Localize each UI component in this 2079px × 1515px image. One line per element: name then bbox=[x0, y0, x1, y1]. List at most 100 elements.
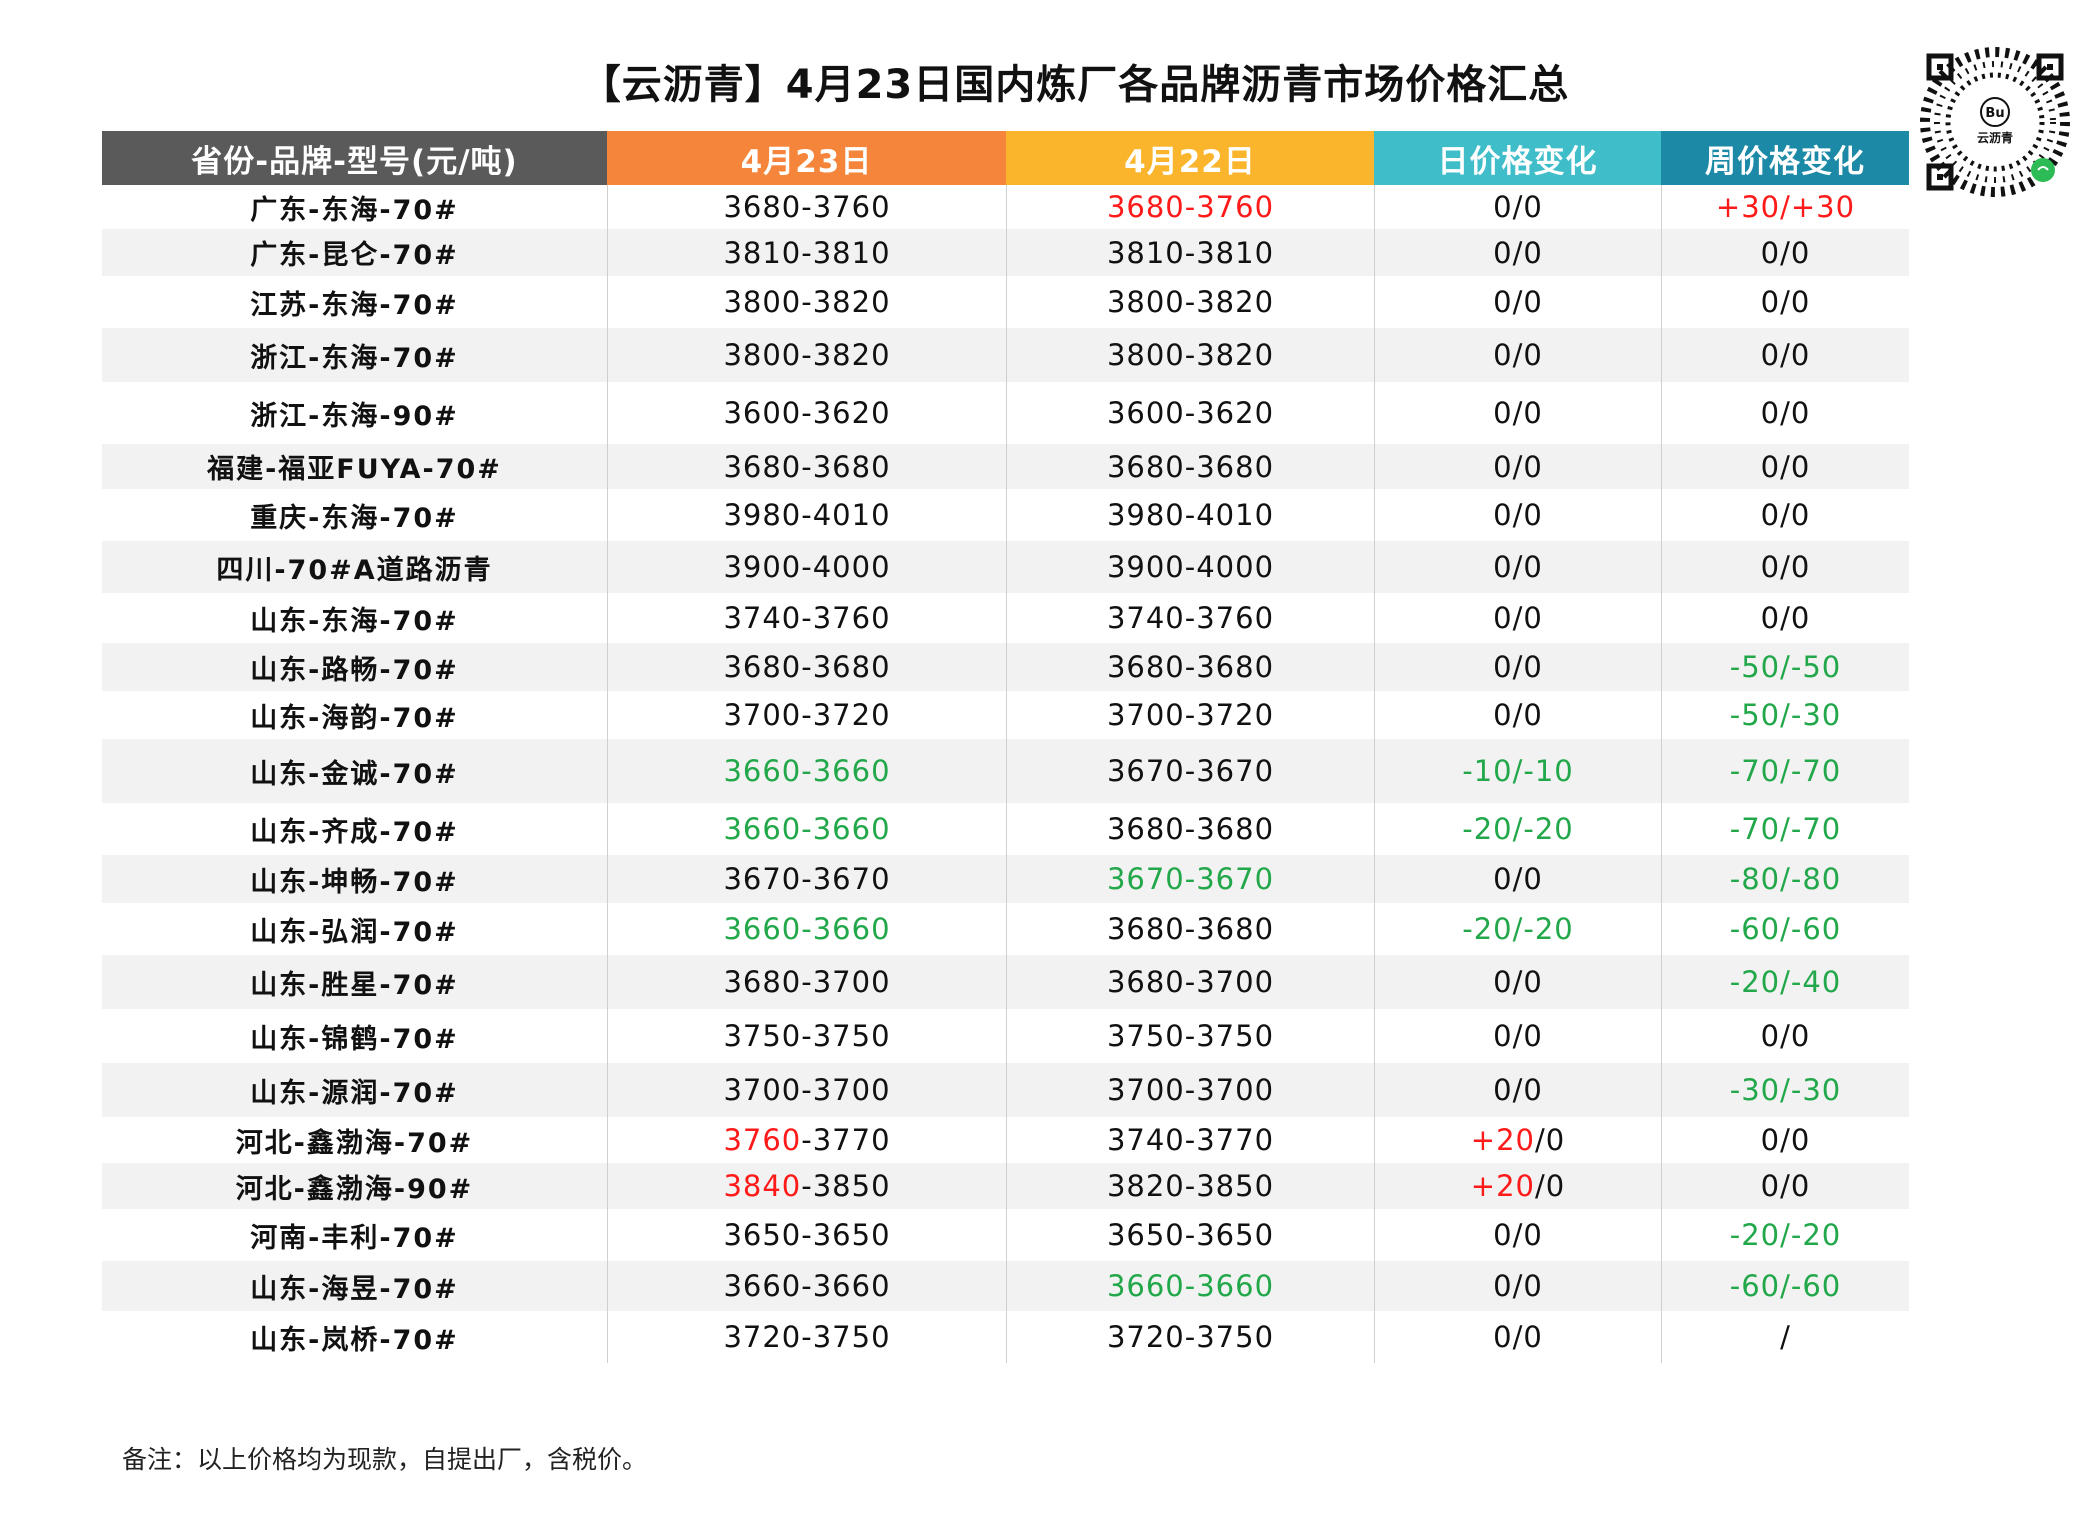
price-apr23: 3700-3720 bbox=[607, 691, 1006, 739]
daily-change: +20/0 bbox=[1374, 1163, 1661, 1209]
table-row: 重庆-东海-70# 3980-4010 3980-4010 0/0 0/0 bbox=[102, 489, 1909, 541]
row-label: 江苏-东海-70# bbox=[250, 289, 459, 321]
price-apr22: 3740-3770 bbox=[1006, 1117, 1374, 1163]
daily-change: 0/0 bbox=[1374, 444, 1661, 489]
price-apr22: 3750-3750 bbox=[1006, 1009, 1374, 1063]
price-apr23: 3800-3820 bbox=[607, 328, 1006, 382]
price-apr22: 3800-3820 bbox=[1006, 276, 1374, 328]
table-row: 山东-路畅-70# 3680-3680 3680-3680 0/0 -50/-50 bbox=[102, 643, 1909, 691]
weekly-change: 0/0 bbox=[1661, 444, 1909, 489]
table-row: 山东-胜星-70# 3680-3700 3680-3700 0/0 -20/-40 bbox=[102, 955, 1909, 1009]
weekly-change: -70/-70 bbox=[1661, 803, 1909, 855]
row-label: 重庆-东海-70# bbox=[250, 502, 459, 534]
row-label: 山东-锦鹤-70# bbox=[250, 1023, 459, 1055]
daily-change: 0/0 bbox=[1374, 276, 1661, 328]
daily-change: 0/0 bbox=[1374, 691, 1661, 739]
table-row: 广东-昆仑-70# 3810-3810 3810-3810 0/0 0/0 bbox=[102, 229, 1909, 276]
weekly-change: +30/+30 bbox=[1661, 185, 1909, 229]
price-apr22: 3680-3680 bbox=[1006, 643, 1374, 691]
price-apr23: 3660-3660 bbox=[607, 1261, 1006, 1311]
price-apr22: 3670-3670 bbox=[1006, 739, 1374, 803]
price-apr22: 3980-4010 bbox=[1006, 489, 1374, 541]
table-row: 山东-海韵-70# 3700-3720 3700-3720 0/0 -50/-30 bbox=[102, 691, 1909, 739]
table-row: 山东-源润-70# 3700-3700 3700-3700 0/0 -30/-30 bbox=[102, 1063, 1909, 1117]
table-row: 广东-东海-70# 3680-3760 3680-3760 0/0 +30/+30 bbox=[102, 185, 1909, 229]
row-label: 山东-胜星-70# bbox=[250, 969, 459, 1001]
daily-change: -20/-20 bbox=[1374, 803, 1661, 855]
daily-change: 0/0 bbox=[1374, 328, 1661, 382]
table-row: 山东-金诚-70# 3660-3660 3670-3670 -10/-10 -70/-7… bbox=[102, 739, 1909, 803]
row-label: 山东-齐成-70# bbox=[250, 816, 459, 848]
weekly-change: 0/0 bbox=[1661, 489, 1909, 541]
table-header: 省份-品牌-型号(元/吨) 4月23日 4月22日 日价格变化 周价格变化 bbox=[102, 131, 1909, 185]
price-apr23: 3740-3760 bbox=[607, 593, 1006, 643]
price-apr23: 3900-4000 bbox=[607, 541, 1006, 593]
weekly-change: 0/0 bbox=[1661, 382, 1909, 444]
table-row: 浙江-东海-90# 3600-3620 3600-3620 0/0 0/0 bbox=[102, 382, 1909, 444]
weekly-change: / bbox=[1661, 1311, 1909, 1363]
price-apr22: 3820-3850 bbox=[1006, 1163, 1374, 1209]
price-apr23: 3680-3680 bbox=[607, 643, 1006, 691]
price-apr22: 3810-3810 bbox=[1006, 229, 1374, 276]
row-label: 山东-坤畅-70# bbox=[250, 866, 459, 898]
weekly-change: -30/-30 bbox=[1661, 1063, 1909, 1117]
price-apr22: 3650-3650 bbox=[1006, 1209, 1374, 1261]
table-row: 浙江-东海-70# 3800-3820 3800-3820 0/0 0/0 bbox=[102, 328, 1909, 382]
weekly-change: 0/0 bbox=[1661, 541, 1909, 593]
price-apr23: 3660-3660 bbox=[607, 803, 1006, 855]
price-apr22: 3700-3720 bbox=[1006, 691, 1374, 739]
daily-change: 0/0 bbox=[1374, 1311, 1661, 1363]
header-daily-change: 日价格变化 bbox=[1374, 131, 1661, 185]
header-apr22: 4月22日 bbox=[1006, 131, 1374, 185]
weekly-change: -20/-20 bbox=[1661, 1209, 1909, 1261]
table-row: 山东-弘润-70# 3660-3660 3680-3680 -20/-20 -60/-6… bbox=[102, 903, 1909, 955]
price-apr23: 3750-3750 bbox=[607, 1009, 1006, 1063]
daily-change: 0/0 bbox=[1374, 1009, 1661, 1063]
price-apr23: 3760 -3770 bbox=[607, 1117, 1006, 1163]
price-apr22: 3720-3750 bbox=[1006, 1311, 1374, 1363]
row-label: 山东-金诚-70# bbox=[250, 758, 459, 790]
weekly-change: -80/-80 bbox=[1661, 855, 1909, 903]
table-body: 广东-东海-70# 3680-3760 3680-3760 0/0 +30/+30 广东-… bbox=[102, 185, 1909, 1363]
price-apr22: 3800-3820 bbox=[1006, 328, 1374, 382]
price-table: 省份-品牌-型号(元/吨) 4月23日 4月22日 日价格变化 周价格变化 广东… bbox=[102, 131, 1909, 1363]
daily-change: -10/-10 bbox=[1374, 739, 1661, 803]
price-apr23: 3670-3670 bbox=[607, 855, 1006, 903]
table-row: 福建-福亚FUYA-70# 3680-3680 3680-3680 0/0 0/0 bbox=[102, 444, 1909, 489]
daily-change: 0/0 bbox=[1374, 643, 1661, 691]
price-apr22: 3680-3700 bbox=[1006, 955, 1374, 1009]
row-label: 浙江-东海-90# bbox=[250, 400, 459, 432]
table-row: 四川-70#A道路沥青 3900-4000 3900-4000 0/0 0/0 bbox=[102, 541, 1909, 593]
row-label: 山东-海昱-70# bbox=[250, 1273, 459, 1305]
daily-change: 0/0 bbox=[1374, 955, 1661, 1009]
weekly-change: -50/-50 bbox=[1661, 643, 1909, 691]
price-apr23: 3980-4010 bbox=[607, 489, 1006, 541]
daily-change: 0/0 bbox=[1374, 1261, 1661, 1311]
daily-change: 0/0 bbox=[1374, 489, 1661, 541]
header-apr23: 4月23日 bbox=[607, 131, 1006, 185]
table-row: 河北-鑫渤海-90# 3840 -3850 3820-3850 +20/0 0/0 bbox=[102, 1163, 1909, 1209]
row-label: 浙江-东海-70# bbox=[250, 342, 459, 374]
footnote: 备注：以上价格均为现款，自提出厂，含税价。 bbox=[122, 1445, 648, 1474]
price-apr23: 3650-3650 bbox=[607, 1209, 1006, 1261]
qr-code-icon: Bu 云沥青 bbox=[1915, 42, 2075, 202]
price-apr23: 3800-3820 bbox=[607, 276, 1006, 328]
daily-change: 0/0 bbox=[1374, 1209, 1661, 1261]
row-label: 山东-源润-70# bbox=[250, 1077, 459, 1109]
price-apr22: 3680-3680 bbox=[1006, 803, 1374, 855]
header-weekly-change: 周价格变化 bbox=[1661, 131, 1909, 185]
weekly-change: 0/0 bbox=[1661, 1009, 1909, 1063]
price-apr23: 3680-3760 bbox=[607, 185, 1006, 229]
table-row: 山东-齐成-70# 3660-3660 3680-3680 -20/-20 -70/-7… bbox=[102, 803, 1909, 855]
weekly-change: -60/-60 bbox=[1661, 1261, 1909, 1311]
daily-change: 0/0 bbox=[1374, 229, 1661, 276]
price-apr23: 3700-3700 bbox=[607, 1063, 1006, 1117]
weekly-change: 0/0 bbox=[1661, 229, 1909, 276]
price-apr22: 3670-3670 bbox=[1006, 855, 1374, 903]
daily-change: 0/0 bbox=[1374, 541, 1661, 593]
table-row: 山东-海昱-70# 3660-3660 3660-3660 0/0 -60/-60 bbox=[102, 1261, 1909, 1311]
table-row: 江苏-东海-70# 3800-3820 3800-3820 0/0 0/0 bbox=[102, 276, 1909, 328]
weekly-change: 0/0 bbox=[1661, 328, 1909, 382]
row-label: 山东-路畅-70# bbox=[250, 654, 459, 686]
row-label: 山东-海韵-70# bbox=[250, 702, 459, 734]
